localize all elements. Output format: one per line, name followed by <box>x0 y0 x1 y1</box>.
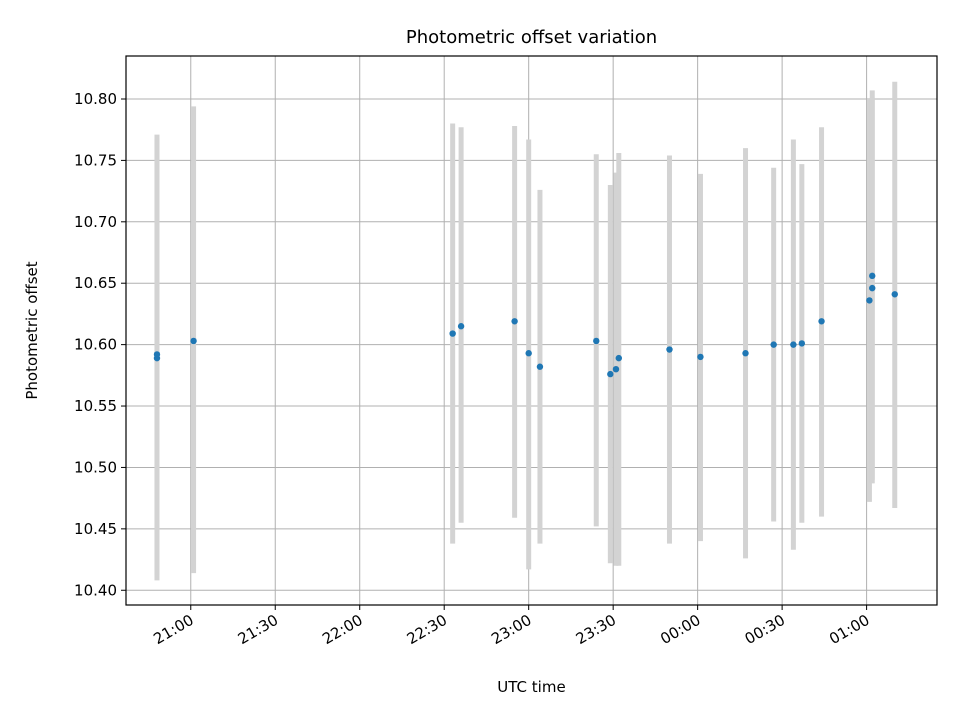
y-tick-label: 10.75 <box>74 151 117 169</box>
chart-title: Photometric offset variation <box>406 27 657 48</box>
data-point <box>153 351 161 358</box>
y-tick-label: 10.55 <box>74 397 117 415</box>
data-point <box>536 363 544 370</box>
data-point <box>869 284 876 292</box>
y-tick-label: 10.40 <box>74 581 117 599</box>
data-points <box>153 272 898 378</box>
data-point <box>697 353 704 361</box>
data-point <box>742 350 749 357</box>
plot-frame <box>125 55 938 606</box>
data-point <box>798 340 806 347</box>
data-point <box>770 341 777 348</box>
data-point <box>449 330 456 337</box>
y-tick-label: 10.80 <box>74 90 117 108</box>
y-tick-label: 10.45 <box>74 520 117 538</box>
data-point <box>612 365 620 373</box>
y-tick-label: 10.60 <box>74 336 117 354</box>
y-axis: 10.40 10.45 10.50 10.55 10.60 10.65 10.70 10.75… <box>74 90 126 599</box>
y-tick-label: 10.70 <box>74 213 117 231</box>
y-axis-label: Photometric offset <box>23 261 41 399</box>
data-point <box>525 350 532 357</box>
y-tick-label: 10.50 <box>74 458 117 476</box>
data-point <box>615 354 622 362</box>
data-point <box>818 318 825 325</box>
data-point <box>666 346 673 353</box>
data-point <box>866 297 873 304</box>
data-point <box>511 318 518 325</box>
data-point <box>190 337 197 345</box>
y-tick-label: 10.65 <box>74 274 117 292</box>
data-point <box>457 323 465 330</box>
data-point <box>790 341 797 348</box>
data-point <box>891 291 898 298</box>
data-point <box>869 272 876 280</box>
data-point <box>593 337 600 345</box>
x-axis-label: UTC time <box>497 678 565 696</box>
data-point <box>607 370 614 378</box>
